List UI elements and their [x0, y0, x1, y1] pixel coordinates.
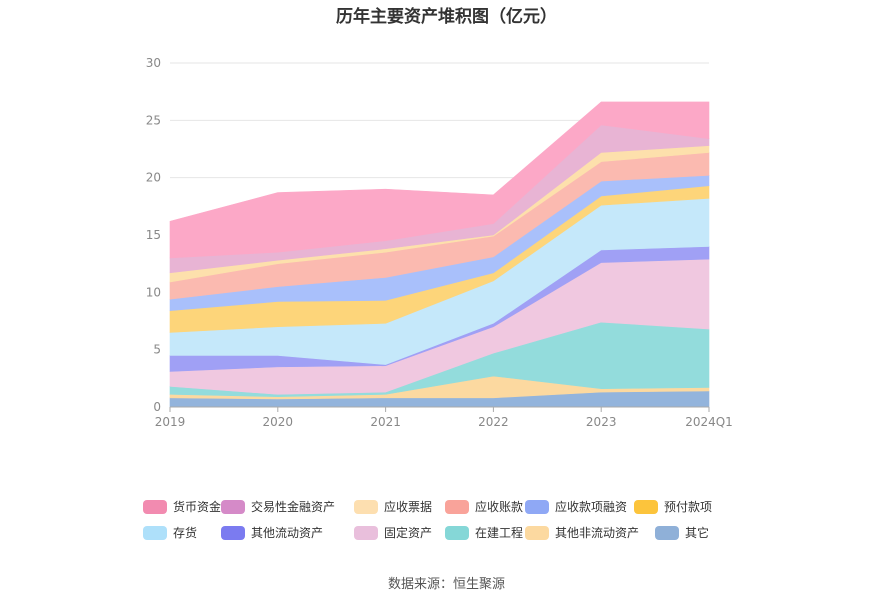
- legend-label: 货币资金: [172, 500, 221, 514]
- legend-label: 其他非流动资产: [555, 526, 640, 540]
- legend-row: 货币资金 交易性金融资产 应收票据 应收账款 应收款项融资 预付款项: [143, 495, 783, 518]
- legend-label: 交易性金融资产: [251, 500, 336, 514]
- y-tick-label: 20: [146, 171, 161, 185]
- y-tick-label: 30: [146, 56, 161, 70]
- legend-swatch: [525, 499, 549, 514]
- legend-swatch: [221, 499, 245, 514]
- legend-item[interactable]: 应收账款: [445, 498, 525, 515]
- legend-swatch: [143, 525, 167, 540]
- data-source-note: 数据来源：恒生聚源: [387, 577, 505, 592]
- legend-item[interactable]: 其他非流动资产: [525, 524, 655, 541]
- legend-item[interactable]: 预付款项: [634, 498, 714, 515]
- legend-item[interactable]: 应收款项融资: [525, 498, 634, 515]
- legend-item[interactable]: 在建工程: [445, 524, 525, 541]
- legend-item[interactable]: 存货: [143, 524, 221, 541]
- area-series-11: [169, 101, 710, 259]
- legend-swatch: [143, 499, 167, 514]
- legend-item[interactable]: 货币资金: [143, 498, 221, 515]
- legend-item[interactable]: 交易性金融资产: [221, 498, 354, 515]
- legend-swatch: [221, 525, 245, 540]
- legend-row: 存货 其他流动资产 固定资产 在建工程 其他非流动资产 其它: [143, 521, 783, 544]
- y-tick-label: 10: [146, 285, 161, 299]
- legend-label: 存货: [173, 526, 198, 540]
- x-tick-label: 2022: [478, 415, 509, 429]
- legend-label: 其它: [685, 526, 710, 540]
- y-tick-label: 5: [153, 343, 161, 357]
- x-tick-label: 2019: [155, 415, 186, 429]
- x-tick-label: 2024Q1: [685, 415, 733, 429]
- y-tick-label: 0: [153, 400, 161, 414]
- legend-swatch: [354, 525, 378, 540]
- legend-swatch: [655, 525, 679, 540]
- y-tick-label: 15: [146, 228, 161, 242]
- legend-swatch: [445, 499, 469, 514]
- legend-label: 其他流动资产: [251, 526, 324, 540]
- legend-label: 固定资产: [384, 526, 433, 540]
- legend-item[interactable]: 其他流动资产: [221, 524, 354, 541]
- x-tick-label: 2023: [586, 415, 617, 429]
- legend-swatch: [354, 499, 378, 514]
- legend-label: 应收款项融资: [555, 500, 628, 514]
- legend-item[interactable]: 应收票据: [354, 498, 445, 515]
- legend-swatch: [445, 525, 469, 540]
- legend-swatch: [634, 499, 658, 514]
- legend-label: 应收账款: [475, 500, 524, 514]
- chart-title: 历年主要资产堆积图（亿元）: [336, 7, 557, 27]
- legend-label: 应收票据: [384, 500, 433, 514]
- legend-item[interactable]: 其它: [655, 524, 735, 541]
- legend-item[interactable]: 固定资产: [354, 524, 445, 541]
- legend-swatch: [525, 525, 549, 540]
- x-tick-label: 2020: [263, 415, 294, 429]
- y-tick-label: 25: [146, 113, 161, 127]
- chart-legend: 货币资金 交易性金融资产 应收票据 应收账款 应收款项融资 预付款项存货 其他流动资产 固定资…: [143, 495, 783, 547]
- legend-label: 预付款项: [664, 500, 713, 514]
- x-tick-label: 2021: [370, 415, 401, 429]
- legend-label: 在建工程: [475, 526, 524, 540]
